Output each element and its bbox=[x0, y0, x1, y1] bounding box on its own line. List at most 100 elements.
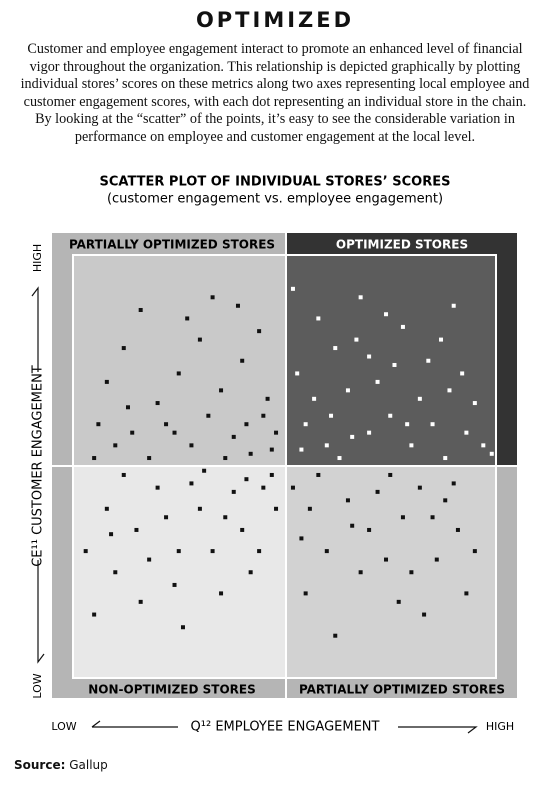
store-dot bbox=[447, 388, 452, 393]
store-dot bbox=[185, 316, 190, 321]
store-dot bbox=[274, 430, 279, 435]
store-dot bbox=[121, 346, 126, 351]
store-dot bbox=[92, 612, 97, 617]
store-dot bbox=[219, 388, 224, 393]
store-dot bbox=[384, 557, 389, 562]
store-dot bbox=[155, 401, 160, 406]
store-dot bbox=[388, 472, 393, 477]
store-dot bbox=[155, 485, 160, 490]
store-dot bbox=[303, 591, 308, 596]
store-dot bbox=[451, 303, 456, 308]
store-dot bbox=[92, 456, 97, 461]
store-dot bbox=[375, 489, 380, 494]
store-dot bbox=[299, 536, 304, 541]
x-low: LOW bbox=[51, 720, 76, 733]
store-dot bbox=[180, 625, 185, 630]
store-dot bbox=[384, 312, 389, 317]
store-dot bbox=[481, 443, 486, 448]
store-dot bbox=[422, 612, 427, 617]
store-dot bbox=[261, 485, 266, 490]
store-dot bbox=[109, 532, 114, 537]
store-dot bbox=[130, 430, 135, 435]
store-dot bbox=[189, 481, 194, 486]
store-dot bbox=[202, 468, 207, 473]
page-title: OPTIMIZED bbox=[195, 8, 355, 32]
store-dot bbox=[164, 515, 169, 520]
quadrant bbox=[286, 255, 496, 466]
y-high: HIGH bbox=[31, 244, 44, 272]
store-dot bbox=[307, 506, 312, 511]
store-dot bbox=[367, 527, 372, 532]
y-axis-label: CE¹¹ CUSTOMER ENGAGEMENT bbox=[31, 365, 46, 567]
store-dot bbox=[358, 570, 363, 575]
store-dot bbox=[350, 523, 355, 528]
store-dot bbox=[434, 557, 439, 562]
store-dot bbox=[409, 443, 414, 448]
quadrant-label: OPTIMIZED STORES bbox=[336, 238, 468, 252]
y-low: LOW bbox=[31, 673, 44, 698]
store-dot bbox=[121, 472, 126, 477]
store-dot bbox=[316, 472, 321, 477]
store-dot bbox=[240, 527, 245, 532]
x-axis-label: Q¹² EMPLOYEE ENGAGEMENT bbox=[191, 720, 380, 735]
store-dot bbox=[164, 422, 169, 427]
store-dot bbox=[417, 485, 422, 490]
store-dot bbox=[417, 396, 422, 401]
store-dot bbox=[489, 451, 494, 456]
store-dot bbox=[134, 527, 139, 532]
quadrant-label: PARTIALLY OPTIMIZED STORES bbox=[69, 238, 275, 252]
intro-text: Customer and employee engagement interac… bbox=[20, 41, 530, 145]
store-dot bbox=[455, 527, 460, 532]
store-dot bbox=[147, 456, 152, 461]
store-dot bbox=[83, 549, 88, 554]
store-dot bbox=[333, 633, 338, 638]
quadrant bbox=[73, 255, 286, 466]
store-dot bbox=[274, 506, 279, 511]
store-dot bbox=[400, 324, 405, 329]
store-dot bbox=[290, 485, 295, 490]
store-dot bbox=[240, 358, 245, 363]
x-high: HIGH bbox=[486, 720, 514, 733]
chart-title: SCATTER PLOT OF INDIVIDUAL STORES’ SCORE… bbox=[100, 175, 451, 190]
source-text: Gallup bbox=[69, 758, 108, 772]
quadrant-label: NON-OPTIMIZED STORES bbox=[88, 683, 255, 697]
store-dot bbox=[176, 549, 181, 554]
chart-subtitle: (customer engagement vs. employee engage… bbox=[107, 192, 443, 207]
x-arrows bbox=[91, 720, 478, 734]
store-dot bbox=[295, 371, 300, 376]
store-dot bbox=[337, 456, 342, 461]
store-dot bbox=[354, 337, 359, 342]
store-dot bbox=[358, 295, 363, 300]
store-dot bbox=[223, 456, 228, 461]
store-dot bbox=[189, 443, 194, 448]
store-dot bbox=[439, 337, 444, 342]
store-dot bbox=[248, 570, 253, 575]
store-dot bbox=[392, 362, 397, 367]
store-dot bbox=[147, 557, 152, 562]
store-dot bbox=[244, 422, 249, 427]
store-dot bbox=[113, 443, 118, 448]
store-dot bbox=[472, 549, 477, 554]
store-dot bbox=[329, 413, 334, 418]
store-dot bbox=[104, 379, 109, 384]
store-dot bbox=[244, 477, 249, 482]
store-dot bbox=[125, 405, 130, 410]
store-dot bbox=[426, 358, 431, 363]
store-dot bbox=[375, 379, 380, 384]
store-dot bbox=[430, 515, 435, 520]
store-dot bbox=[290, 286, 295, 291]
store-dot bbox=[231, 489, 236, 494]
store-dot bbox=[176, 371, 181, 376]
store-dot bbox=[345, 388, 350, 393]
store-dot bbox=[113, 570, 118, 575]
store-dot bbox=[172, 430, 177, 435]
quadrant bbox=[286, 466, 496, 678]
store-dot bbox=[396, 599, 401, 604]
store-dot bbox=[96, 422, 101, 427]
store-dot bbox=[324, 549, 329, 554]
store-dot bbox=[261, 413, 266, 418]
store-dot bbox=[303, 422, 308, 427]
store-dot bbox=[409, 570, 414, 575]
store-dot bbox=[388, 413, 393, 418]
